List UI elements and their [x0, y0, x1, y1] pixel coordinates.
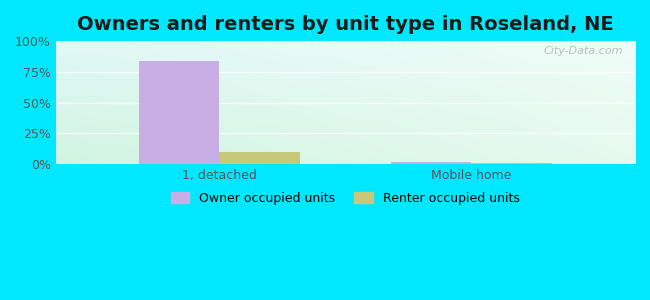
Bar [220, 152, 300, 164]
Bar [139, 61, 220, 164]
Title: Owners and renters by unit type in Roseland, NE: Owners and renters by unit type in Rosel… [77, 15, 614, 34]
Bar [471, 163, 552, 164]
Bar [391, 162, 471, 164]
Text: City-Data.com: City-Data.com [544, 46, 623, 56]
Legend: Owner occupied units, Renter occupied units: Owner occupied units, Renter occupied un… [166, 187, 525, 210]
